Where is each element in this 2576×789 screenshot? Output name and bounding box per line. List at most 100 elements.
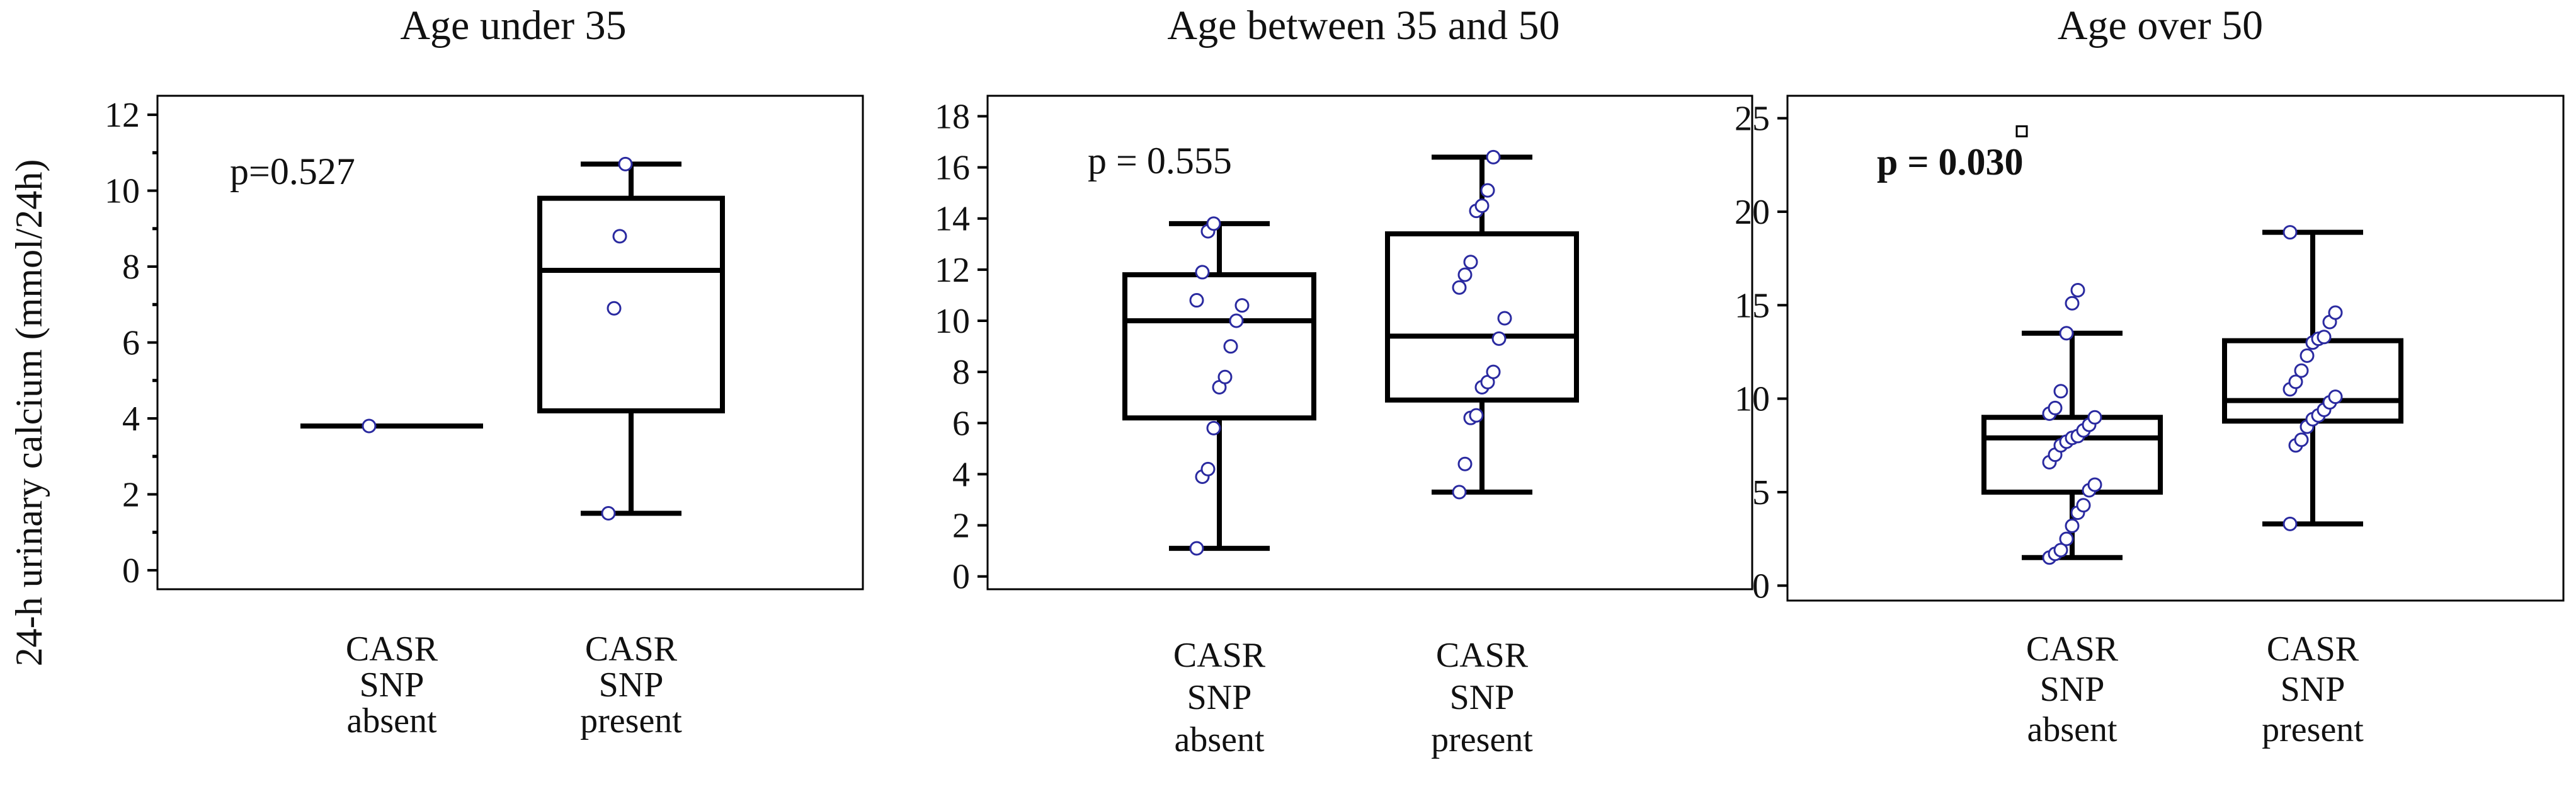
data-point bbox=[2282, 225, 2298, 240]
data-point bbox=[1486, 364, 1501, 379]
y-tick-label: 6 bbox=[952, 404, 970, 443]
box-2 bbox=[2222, 225, 2403, 531]
box-2 bbox=[537, 156, 725, 521]
category-label-line: CASR bbox=[1173, 636, 1266, 675]
data-point bbox=[1195, 265, 1210, 280]
data-point bbox=[618, 156, 633, 171]
y-tick-label: 10 bbox=[105, 172, 140, 211]
data-point bbox=[2059, 326, 2074, 341]
data-point bbox=[1452, 280, 1467, 295]
category-label-line: CASR bbox=[346, 630, 438, 669]
y-tick-label: 0 bbox=[952, 558, 970, 597]
data-point bbox=[1469, 408, 1484, 423]
data-point bbox=[607, 301, 622, 316]
y-tick-label: 12 bbox=[935, 251, 970, 290]
data-point bbox=[2317, 330, 2332, 345]
iqr-box bbox=[1122, 272, 1316, 421]
y-tick-label: 0 bbox=[122, 551, 140, 590]
p-value-annotation: p=0.527 bbox=[230, 151, 355, 192]
iqr-box bbox=[537, 195, 725, 413]
category-label-line: SNP bbox=[2040, 670, 2105, 709]
category-label-line: SNP bbox=[1187, 678, 1252, 717]
data-point bbox=[2328, 305, 2343, 320]
data-point bbox=[2059, 531, 2074, 546]
data-point bbox=[1457, 267, 1473, 282]
category-label-line: CASR bbox=[1436, 636, 1529, 675]
p-value-annotation: p = 0.030 bbox=[1877, 141, 2024, 183]
data-point bbox=[2288, 374, 2303, 389]
data-point bbox=[601, 506, 616, 521]
data-point bbox=[2076, 498, 2091, 513]
plot-frame bbox=[1786, 95, 2565, 602]
category-label-line: SNP bbox=[2281, 670, 2345, 709]
data-point bbox=[1189, 541, 1204, 556]
category-label-line: SNP bbox=[1450, 678, 1515, 717]
data-point bbox=[1491, 331, 1507, 346]
box-1 bbox=[1122, 216, 1316, 556]
data-point bbox=[1206, 216, 1221, 231]
data-point bbox=[2048, 400, 2063, 415]
y-tick-label: 2 bbox=[952, 507, 970, 546]
y-tick-label: 8 bbox=[122, 248, 140, 287]
data-point bbox=[2053, 384, 2068, 399]
category-label-line: present bbox=[2262, 710, 2364, 749]
panel-2: Age between 35 and 50 0 2 4 6 8 10 12 14 16 18 p = … bbox=[935, 3, 1753, 759]
y-tick-label: 5 bbox=[1752, 473, 1770, 512]
category-label-line: CASR bbox=[2267, 630, 2359, 669]
y-tick-label: 8 bbox=[952, 353, 970, 392]
data-point bbox=[1223, 339, 1238, 354]
category-label-line: present bbox=[580, 701, 682, 740]
iqr-box bbox=[1385, 231, 1579, 403]
category-label-line: present bbox=[1431, 720, 1533, 759]
y-tick-label: 10 bbox=[1735, 380, 1770, 419]
y-tick-label: 12 bbox=[105, 96, 140, 135]
panel-title: Age over 50 bbox=[2058, 3, 2263, 49]
data-point bbox=[1206, 420, 1221, 435]
y-tick-label: 10 bbox=[935, 302, 970, 341]
y-tick-label: 0 bbox=[1752, 567, 1770, 606]
category-label-line: CASR bbox=[585, 630, 678, 669]
box-2 bbox=[1385, 149, 1579, 500]
data-point bbox=[1457, 456, 1473, 471]
data-point bbox=[1474, 198, 1490, 213]
data-point bbox=[1200, 461, 1216, 476]
data-point bbox=[2282, 516, 2298, 531]
category-label-line: CASR bbox=[2026, 630, 2119, 669]
y-tick-label: 20 bbox=[1735, 193, 1770, 232]
y-axis-label: 24-h urinary calcium (mmol/24h) bbox=[8, 159, 50, 667]
y-tick-label: 25 bbox=[1735, 100, 1770, 139]
category-label-line: absent bbox=[2027, 710, 2117, 749]
data-point bbox=[1452, 485, 1467, 500]
category-label-line: SNP bbox=[360, 665, 425, 705]
data-point bbox=[1217, 369, 1233, 384]
panel-title: Age under 35 bbox=[400, 3, 626, 49]
data-point bbox=[2070, 283, 2085, 298]
y-tick-label: 6 bbox=[122, 324, 140, 363]
data-point bbox=[2300, 348, 2315, 363]
category-label-line: SNP bbox=[599, 665, 664, 705]
panel-1: Age under 35024681012p=0.527CASRSNPabsen… bbox=[105, 3, 864, 740]
iqr-box bbox=[1981, 415, 2163, 495]
category-label-line: absent bbox=[346, 701, 437, 740]
data-point bbox=[2294, 432, 2309, 447]
category-label-line: absent bbox=[1174, 720, 1265, 759]
data-point bbox=[612, 229, 627, 244]
data-point bbox=[2328, 389, 2343, 405]
plot-frame bbox=[986, 95, 1753, 590]
y-tick-label: 14 bbox=[935, 200, 970, 239]
data-point bbox=[1480, 183, 1495, 198]
data-point bbox=[1234, 298, 1250, 313]
data-point bbox=[2087, 477, 2102, 492]
panel-title: Age between 35 and 50 bbox=[1167, 3, 1559, 49]
box-1 bbox=[300, 418, 483, 434]
outlier-marker bbox=[2015, 125, 2028, 137]
y-tick-label: 4 bbox=[122, 400, 140, 439]
data-point bbox=[2294, 363, 2309, 378]
